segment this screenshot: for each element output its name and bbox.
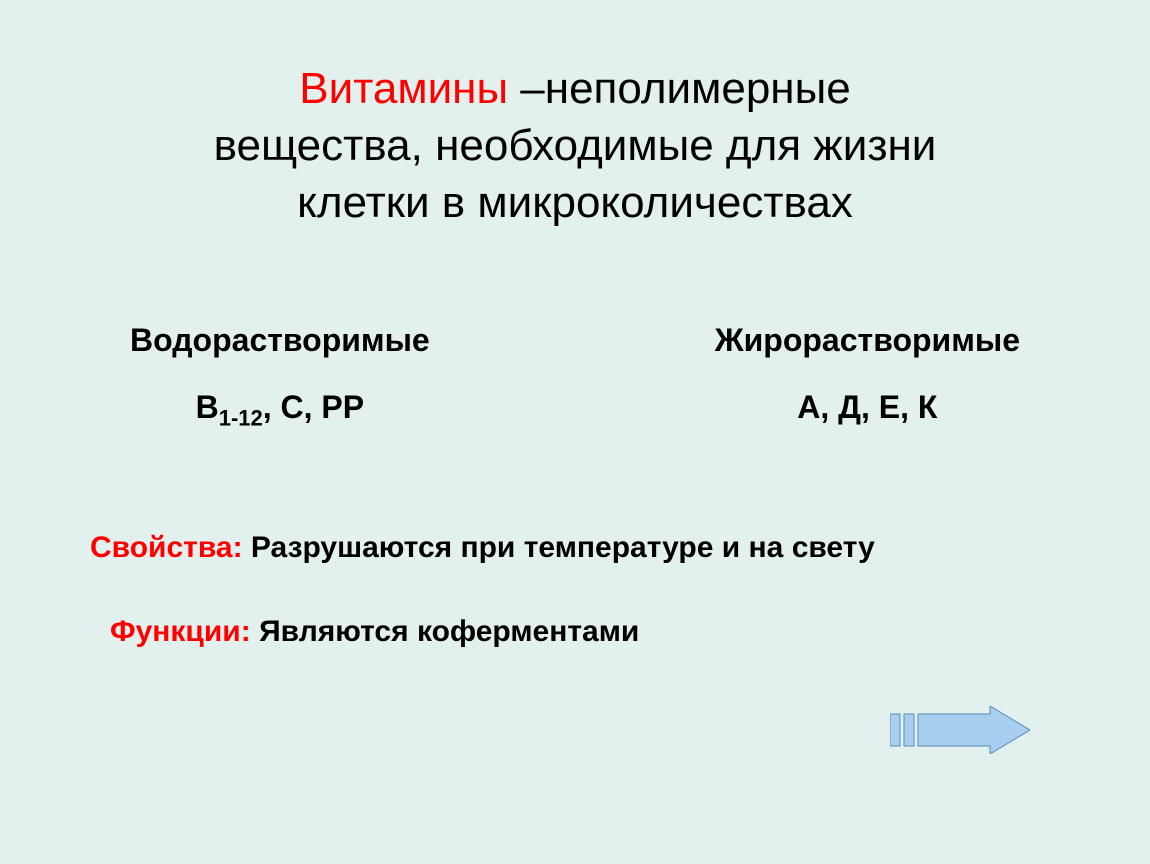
column-left-content: В1-12, С, РР bbox=[130, 389, 430, 431]
column-right-header: Жирорастворимые bbox=[715, 322, 1020, 359]
functions-text: Являются коферментами bbox=[251, 615, 640, 648]
title-block: Витамины –неполимерные вещества, необход… bbox=[80, 60, 1070, 232]
title-line-1: Витамины –неполимерные bbox=[80, 60, 1070, 117]
column-left: Водорастворимые В1-12, С, РР bbox=[130, 322, 430, 431]
col-left-subscript: 1-12 bbox=[219, 405, 263, 430]
properties-row: Свойства: Разрушаются при температуре и … bbox=[80, 531, 1070, 565]
column-right-content: А, Д, Е, К bbox=[715, 389, 1020, 426]
arrow-right-icon bbox=[890, 706, 1030, 754]
title-line-3: клетки в микроколичествах bbox=[80, 174, 1070, 231]
slide-container: Витамины –неполимерные вещества, необход… bbox=[0, 0, 1150, 864]
title-highlight: Витамины bbox=[299, 64, 520, 113]
functions-label: Функции: bbox=[110, 615, 251, 648]
column-right: Жирорастворимые А, Д, Е, К bbox=[715, 322, 1020, 431]
col-left-suffix: , С, РР bbox=[263, 389, 364, 425]
properties-text: Разрушаются при температуре и на свету bbox=[243, 531, 875, 564]
next-arrow[interactable] bbox=[890, 706, 1030, 759]
col-left-prefix: В bbox=[196, 389, 219, 425]
columns-container: Водорастворимые В1-12, С, РР Жирораствор… bbox=[80, 322, 1070, 431]
functions-row: Функции: Являются коферментами bbox=[80, 615, 1070, 649]
column-left-header: Водорастворимые bbox=[130, 322, 430, 359]
title-rest-1: –неполимерные bbox=[520, 64, 850, 113]
title-line-2: вещества, необходимые для жизни bbox=[80, 117, 1070, 174]
properties-label: Свойства: bbox=[90, 531, 243, 564]
